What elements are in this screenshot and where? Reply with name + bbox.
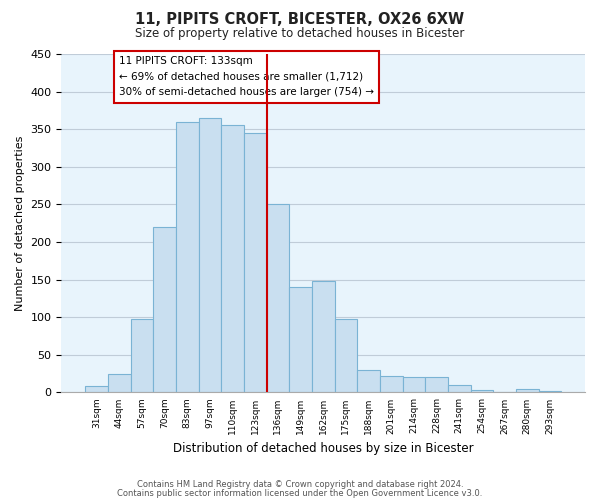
Bar <box>448 385 470 392</box>
Bar <box>85 386 108 392</box>
Bar <box>539 391 561 392</box>
Bar <box>221 126 244 392</box>
Y-axis label: Number of detached properties: Number of detached properties <box>15 136 25 311</box>
Bar <box>357 370 380 392</box>
Bar <box>470 390 493 392</box>
X-axis label: Distribution of detached houses by size in Bicester: Distribution of detached houses by size … <box>173 442 473 455</box>
Bar <box>266 204 289 392</box>
Bar <box>516 390 539 392</box>
Text: Contains HM Land Registry data © Crown copyright and database right 2024.: Contains HM Land Registry data © Crown c… <box>137 480 463 489</box>
Bar <box>153 227 176 392</box>
Text: 11 PIPITS CROFT: 133sqm
← 69% of detached houses are smaller (1,712)
30% of semi: 11 PIPITS CROFT: 133sqm ← 69% of detache… <box>119 56 374 98</box>
Bar <box>176 122 199 392</box>
Bar <box>289 287 312 393</box>
Bar <box>131 318 153 392</box>
Bar <box>425 378 448 392</box>
Bar <box>403 378 425 392</box>
Text: 11, PIPITS CROFT, BICESTER, OX26 6XW: 11, PIPITS CROFT, BICESTER, OX26 6XW <box>136 12 464 28</box>
Bar <box>244 133 266 392</box>
Text: Size of property relative to detached houses in Bicester: Size of property relative to detached ho… <box>136 28 464 40</box>
Bar <box>380 376 403 392</box>
Bar <box>108 374 131 392</box>
Bar <box>335 320 357 392</box>
Bar <box>312 281 335 392</box>
Bar <box>199 118 221 392</box>
Text: Contains public sector information licensed under the Open Government Licence v3: Contains public sector information licen… <box>118 488 482 498</box>
